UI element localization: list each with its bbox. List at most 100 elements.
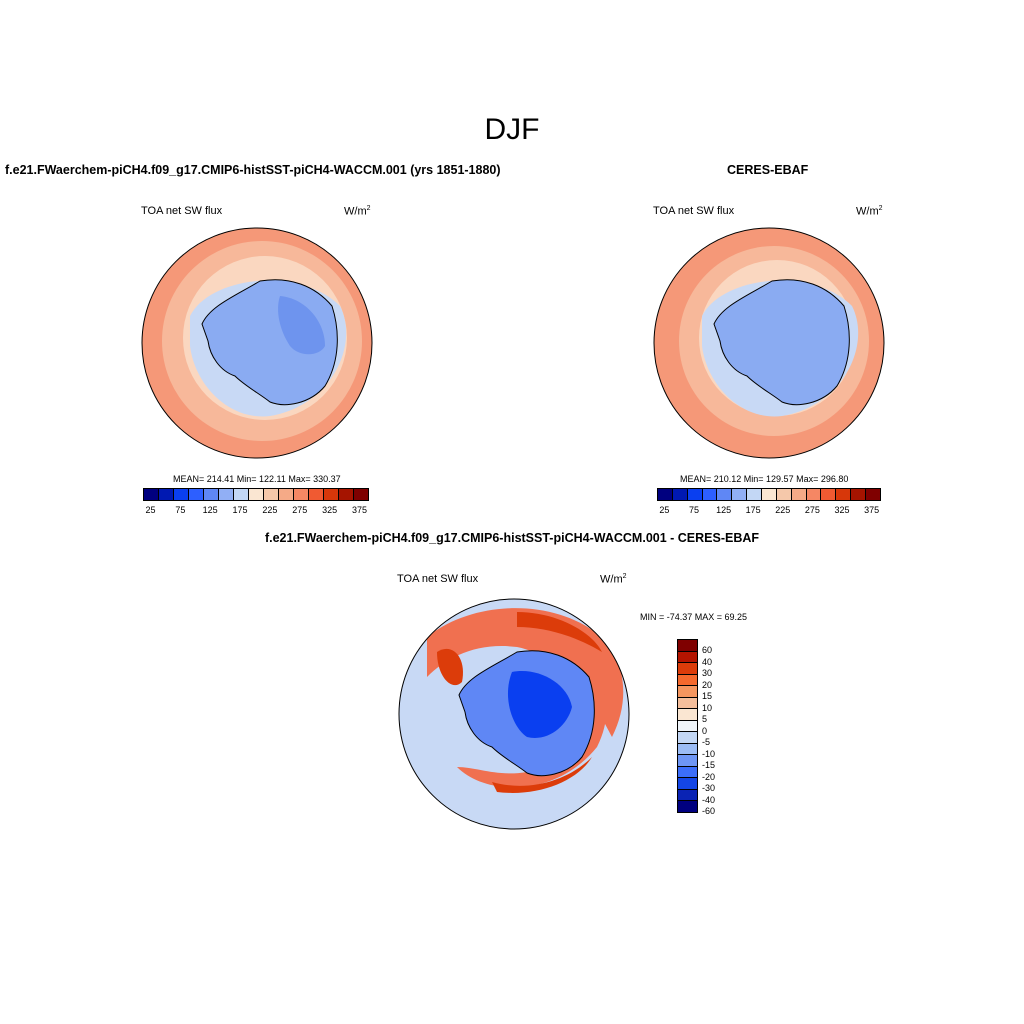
diff-colorbar-swatch xyxy=(678,686,697,698)
diff-colorbar-label: -40 xyxy=(702,794,716,805)
colorbar-tick-label: 25 xyxy=(145,505,156,515)
diff-colorbar-swatch xyxy=(678,663,697,675)
obs-polar-map xyxy=(653,227,885,459)
diff-colorbar-swatch xyxy=(678,640,697,652)
diff-colorbar-swatch xyxy=(678,732,697,744)
diff-colorbar xyxy=(677,639,698,813)
map-diff-deep-blue xyxy=(507,671,572,738)
map-diff-darkred-south xyxy=(492,757,592,793)
diff-colorbar-label: 10 xyxy=(702,702,713,713)
map-diff-red-north xyxy=(427,608,624,737)
diff-colorbar-swatch xyxy=(678,697,697,709)
colorbar-swatch xyxy=(762,489,777,500)
colorbar-tick-label: 75 xyxy=(688,505,700,515)
map-diff-darkred-north xyxy=(517,612,602,652)
diff-colorbar-label: 60 xyxy=(702,645,713,655)
colorbar-swatch xyxy=(806,489,822,500)
diff-colorbar-swatch xyxy=(678,651,697,663)
diff-colorbar-label: 20 xyxy=(702,679,713,690)
map-antarctica xyxy=(713,279,850,406)
model-polar-map xyxy=(141,227,373,459)
colorbar-tick-label: 75 xyxy=(175,505,186,515)
diff-variable-label: TOA net SW flux xyxy=(397,573,479,585)
colorbar-swatch xyxy=(658,489,673,500)
colorbar-swatch xyxy=(836,489,852,500)
colorbar-swatch xyxy=(732,489,748,500)
colorbar-swatch xyxy=(279,489,294,500)
colorbar-tick-label: 175 xyxy=(232,505,248,515)
colorbar-swatch xyxy=(776,489,792,500)
colorbar-swatch xyxy=(672,489,688,500)
colorbar-swatch xyxy=(204,489,219,500)
diff-polar-map xyxy=(398,598,630,830)
diff-colorbar-label: 15 xyxy=(702,691,713,701)
diff-colorbar-label: -20 xyxy=(702,771,716,782)
colorbar-tick-label: 175 xyxy=(745,505,761,515)
map-continent-dark xyxy=(278,296,325,355)
main-title: DJF xyxy=(484,113,540,146)
diff-colorbar-swatch xyxy=(678,801,697,812)
colorbar-swatch xyxy=(866,489,880,500)
colorbar-tick-label: 25 xyxy=(659,505,670,515)
colorbar-tick-label: 325 xyxy=(322,505,338,515)
obs-units-label: W/m2 xyxy=(856,205,883,218)
colorbar-tick-label: 375 xyxy=(864,505,880,515)
obs-stats: MEAN= 210.12 Min= 129.57 Max= 296.80 xyxy=(680,474,849,484)
diff-colorbar-swatch xyxy=(678,674,697,686)
diff-colorbar-label: -30 xyxy=(702,783,716,793)
colorbar-tick-label: 375 xyxy=(352,505,368,515)
obs-colorbar xyxy=(657,488,881,501)
colorbar-swatch xyxy=(821,489,837,500)
diff-stats: MIN = -74.37 MAX = 69.25 xyxy=(640,612,748,622)
diff-colorbar-swatch xyxy=(678,755,697,767)
colorbar-swatch xyxy=(144,489,159,500)
colorbar-swatch xyxy=(702,489,718,500)
model-units-label: W/m2 xyxy=(344,205,371,218)
colorbar-swatch xyxy=(294,489,309,500)
model-panel-title: f.e21.FWaerchem-piCH4.f09_g17.CMIP6-hist… xyxy=(5,163,501,177)
diff-colorbar-label: -10 xyxy=(702,748,716,759)
colorbar-swatch xyxy=(354,489,368,500)
colorbar-swatch xyxy=(339,489,354,500)
model-variable-label: TOA net SW flux xyxy=(141,205,223,217)
diff-colorbar-swatch xyxy=(678,709,697,721)
colorbar-tick-label: 275 xyxy=(292,505,308,515)
diff-panel-title: f.e21.FWaerchem-piCH4.f09_g17.CMIP6-hist… xyxy=(264,531,760,545)
colorbar-swatch xyxy=(219,489,234,500)
colorbar-tick-label: 275 xyxy=(804,505,820,515)
colorbar-tick-label: 125 xyxy=(202,505,218,515)
colorbar-swatch xyxy=(159,489,174,500)
colorbar-swatch xyxy=(717,489,733,500)
colorbar-tick-label: 225 xyxy=(775,505,791,515)
diff-colorbar-label: 5 xyxy=(702,714,708,724)
colorbar-swatch xyxy=(249,489,264,500)
colorbar-swatch xyxy=(324,489,339,500)
colorbar-tick-label: 225 xyxy=(262,505,278,515)
diff-colorbar-swatch xyxy=(678,778,697,790)
diff-units-label: W/m2 xyxy=(600,573,627,586)
diff-colorbar-label: -15 xyxy=(702,760,716,770)
colorbar-swatch xyxy=(189,489,204,500)
diff-colorbar-swatch xyxy=(678,743,697,755)
colorbar-swatch xyxy=(309,489,324,500)
obs-variable-label: TOA net SW flux xyxy=(653,205,735,217)
diff-colorbar-swatch xyxy=(678,720,697,732)
diff-colorbar-label: -60 xyxy=(702,806,716,816)
model-stats: MEAN= 214.41 Min= 122.11 Max= 330.37 xyxy=(173,474,341,484)
diff-colorbar-label: 30 xyxy=(702,668,713,678)
map-diff-darkred-west xyxy=(437,648,463,686)
diff-colorbar-label: 0 xyxy=(702,725,708,736)
colorbar-swatch xyxy=(747,489,763,500)
colorbar-tick-label: 325 xyxy=(834,505,850,515)
colorbar-swatch xyxy=(174,489,189,500)
diff-colorbar-swatch xyxy=(678,766,697,778)
diff-colorbar-label: -5 xyxy=(702,737,711,747)
obs-panel-title: CERES-EBAF xyxy=(727,163,809,177)
colorbar-tick-label: 125 xyxy=(716,505,732,515)
diff-colorbar-swatch xyxy=(678,789,697,801)
colorbar-swatch xyxy=(851,489,867,500)
colorbar-swatch xyxy=(264,489,279,500)
model-colorbar xyxy=(143,488,369,501)
colorbar-swatch xyxy=(791,489,807,500)
diff-colorbar-label: 40 xyxy=(702,656,713,667)
